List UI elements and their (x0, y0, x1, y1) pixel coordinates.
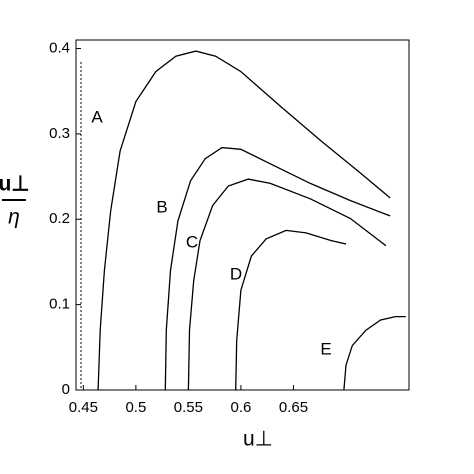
curve (97, 50, 391, 391)
curve (187, 178, 387, 391)
curve-label: B (156, 197, 167, 216)
y-axis-label-numerator: u⊥ (0, 173, 30, 196)
x-tick-label: 0.55 (174, 399, 203, 416)
y-tick-label: 0.2 (49, 210, 70, 227)
x-tick-label: 0.65 (279, 399, 308, 416)
x-tick-label: 0.45 (69, 399, 98, 416)
curve-label: D (230, 264, 242, 283)
y-tick-label: 0.3 (49, 125, 70, 142)
curve (343, 315, 406, 391)
curve-label: A (91, 107, 103, 126)
x-axis-label: u⊥ (243, 428, 273, 451)
y-axis-label-denominator: η (8, 206, 20, 229)
curve (235, 229, 347, 391)
plot-frame (75, 39, 410, 391)
y-tick-label: 0.4 (49, 40, 70, 57)
x-tick-label: 0.6 (230, 399, 251, 416)
y-tick-label: 0 (62, 381, 70, 398)
curve-label: E (320, 339, 331, 358)
y-tick-label: 0.1 (49, 296, 70, 313)
curve (164, 146, 391, 391)
curve-label: C (186, 232, 198, 251)
x-tick-label: 0.5 (125, 399, 146, 416)
